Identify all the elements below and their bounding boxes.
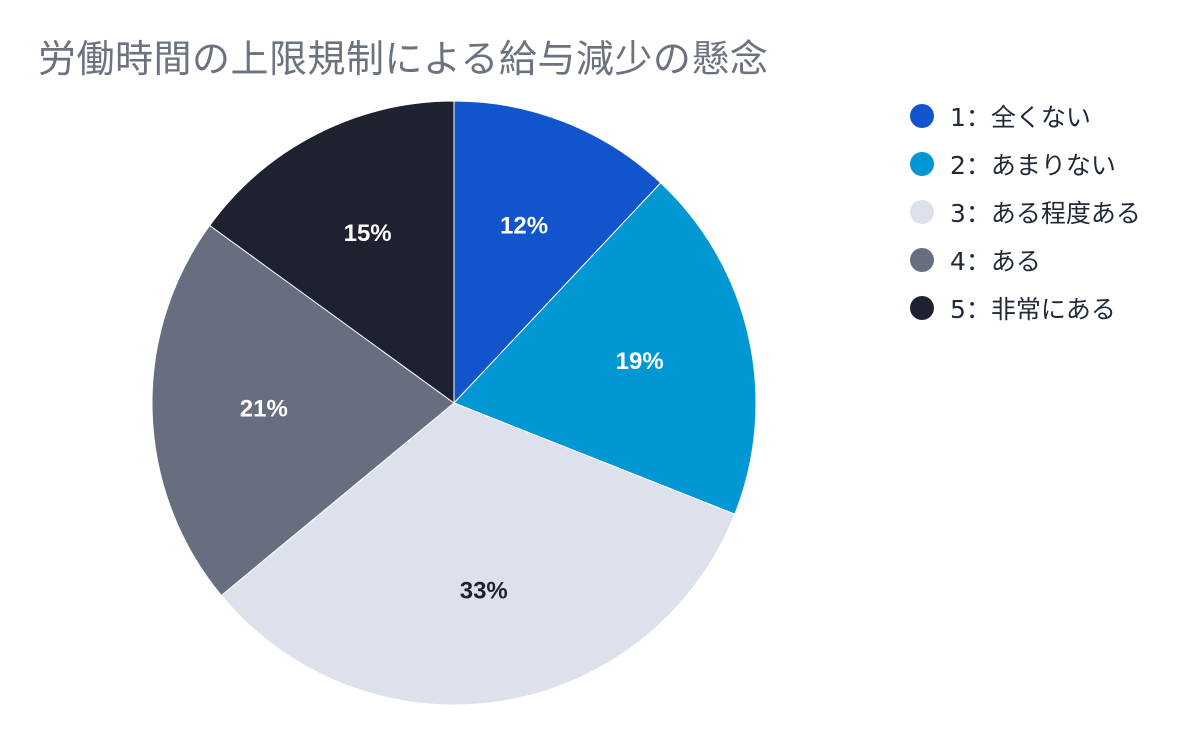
slice-value-label: 19% [616, 348, 664, 375]
slice-value-label: 21% [240, 395, 288, 422]
pie-slice-5 [208, 100, 455, 404]
legend: 1：全くない 2：あまりない 3：ある程度ある 4：ある 5：非常にある [910, 92, 1141, 332]
pie-slice-1 [453, 100, 662, 405]
legend-item-3: 3：ある程度ある [910, 188, 1141, 236]
chart-title: 労働時間の上限規制による給与減少の懸念 [38, 37, 769, 81]
legend-label: 5：非常にある [950, 295, 1116, 324]
slice-value-label: 12% [500, 213, 548, 240]
pie-chart: 12% 19% 33% 21% 15% [151, 100, 757, 706]
legend-swatch [910, 200, 934, 224]
pie-slice-4 [151, 224, 455, 597]
slice-value-label: 15% [344, 220, 392, 247]
legend-swatch [910, 248, 934, 272]
legend-label: 1：全くない [950, 103, 1091, 132]
pie-slice-2 [453, 182, 757, 515]
legend-swatch [910, 104, 934, 128]
legend-label: 2：あまりない [950, 151, 1116, 180]
slice-value-label: 33% [460, 577, 508, 604]
legend-item-1: 1：全くない [910, 92, 1141, 140]
legend-label: 4：ある [950, 247, 1041, 276]
legend-swatch [910, 152, 934, 176]
legend-item-4: 4：ある [910, 236, 1141, 284]
pie-slice-3 [220, 402, 736, 706]
legend-swatch [910, 296, 934, 320]
legend-item-5: 5：非常にある [910, 284, 1141, 332]
legend-item-2: 2：あまりない [910, 140, 1141, 188]
legend-label: 3：ある程度ある [950, 199, 1141, 228]
